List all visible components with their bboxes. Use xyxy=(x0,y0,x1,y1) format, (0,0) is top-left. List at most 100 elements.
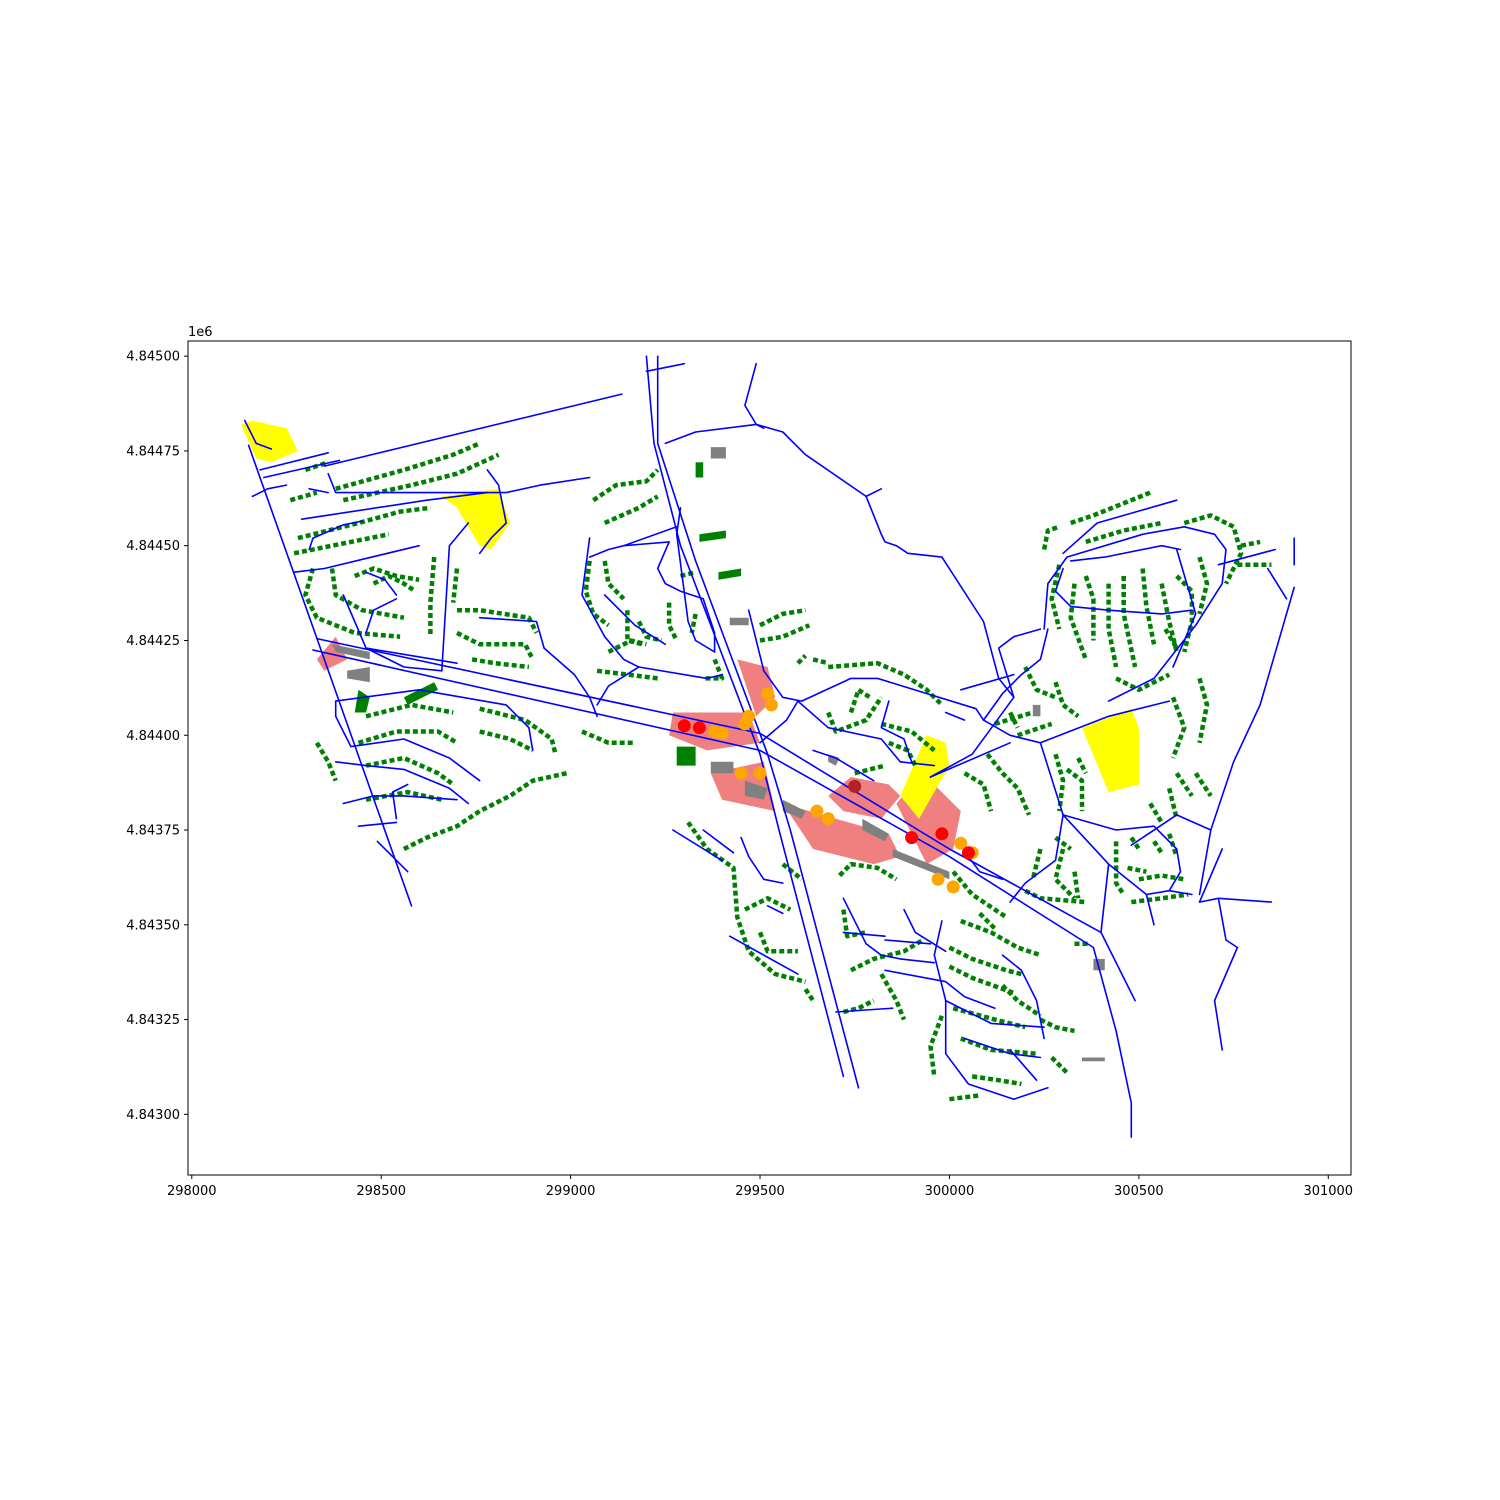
house-row xyxy=(1076,756,1088,775)
road-segment xyxy=(588,541,670,558)
poi-marker xyxy=(692,721,706,735)
house-row xyxy=(757,931,798,954)
house-row xyxy=(1008,711,1020,729)
house-row xyxy=(1115,672,1171,693)
house-row xyxy=(796,654,808,665)
house-row xyxy=(1085,520,1163,545)
large-building xyxy=(354,689,370,713)
road-segment xyxy=(702,829,735,854)
road-segment xyxy=(967,855,1004,881)
house-row xyxy=(666,602,679,642)
house-row xyxy=(1152,840,1164,855)
road-segment xyxy=(247,444,413,907)
road-segment xyxy=(365,597,398,634)
road-segment xyxy=(581,537,640,668)
road-segment xyxy=(334,688,534,752)
road-segment xyxy=(675,506,697,642)
house-row xyxy=(758,607,806,628)
poi-marker xyxy=(742,709,756,723)
y-tick-label: 4.84300 xyxy=(126,1108,180,1123)
house-row xyxy=(450,568,460,603)
poi-marker xyxy=(848,779,862,793)
house-row xyxy=(1183,513,1244,585)
road-segment xyxy=(865,495,943,558)
road-segment xyxy=(744,362,758,426)
poi-marker xyxy=(954,836,968,850)
road-segment xyxy=(747,609,879,702)
road-segment xyxy=(982,628,1049,721)
road-segment xyxy=(300,491,489,521)
house-row xyxy=(1053,753,1066,812)
road-segment xyxy=(293,544,420,574)
road-segment xyxy=(365,571,398,596)
poi-marker xyxy=(821,812,835,826)
road-segment xyxy=(959,673,1015,691)
house-row xyxy=(353,566,420,583)
house-row xyxy=(1069,490,1152,526)
road-segment xyxy=(834,1007,894,1013)
house-row xyxy=(812,657,829,666)
house-row xyxy=(289,490,318,503)
house-row xyxy=(1127,865,1147,874)
house-row xyxy=(329,568,405,620)
road-segment xyxy=(1009,814,1064,903)
house-row xyxy=(303,567,401,639)
poi-marker xyxy=(677,719,691,733)
road-segment xyxy=(1100,863,1110,934)
road-segment xyxy=(944,711,966,721)
other-building xyxy=(710,761,734,774)
y-tick-label: 4.84325 xyxy=(126,1013,180,1028)
road-segment xyxy=(645,362,686,373)
house-row xyxy=(1065,767,1085,812)
road-segment xyxy=(842,897,936,964)
other-building xyxy=(862,818,889,842)
other-building xyxy=(1032,704,1041,717)
road-segment xyxy=(944,999,1045,1028)
poi-marker xyxy=(946,880,960,894)
x-tick-label: 299500 xyxy=(735,1184,785,1199)
house-row xyxy=(1131,892,1189,905)
poi-marker xyxy=(935,827,949,841)
house-row xyxy=(928,1015,945,1077)
x-tick-label: 301000 xyxy=(1303,1184,1353,1199)
road-layer xyxy=(244,355,1295,1138)
road-segment xyxy=(797,700,902,763)
house-row xyxy=(607,638,647,654)
x-tick-label: 298500 xyxy=(356,1184,406,1199)
road-segment xyxy=(740,836,784,884)
house-row xyxy=(583,560,610,628)
road-segment xyxy=(1172,548,1197,668)
road-segment xyxy=(1107,533,1227,702)
house-row xyxy=(686,821,807,984)
poi-marker xyxy=(764,698,778,712)
house-row xyxy=(1170,696,1187,759)
poi-marker xyxy=(753,766,767,780)
road-segment xyxy=(342,795,458,805)
y-tick-label: 4.84375 xyxy=(126,824,180,839)
road-segment xyxy=(365,647,443,672)
park-layer xyxy=(241,420,1139,819)
road-segment xyxy=(1001,954,1045,1040)
house-row xyxy=(365,755,455,787)
large-building xyxy=(695,462,704,478)
house-row xyxy=(1175,574,1195,653)
house-row xyxy=(372,573,417,594)
house-row xyxy=(455,630,535,661)
road-segment xyxy=(1153,825,1182,892)
house-row xyxy=(971,1074,1022,1087)
house-row xyxy=(1167,787,1179,820)
road-segment xyxy=(391,783,409,820)
road-segment xyxy=(876,677,985,721)
road-segment xyxy=(766,904,784,915)
road-segment xyxy=(1266,567,1288,600)
road-segment xyxy=(963,1037,1042,1059)
road-segment xyxy=(1069,544,1182,562)
house-row xyxy=(679,570,697,579)
road-segment xyxy=(312,649,1133,1138)
x-tick-label: 299000 xyxy=(546,1184,596,1199)
house-row xyxy=(849,938,925,973)
other-building xyxy=(710,447,726,459)
house-row xyxy=(826,696,884,734)
house-row xyxy=(1240,539,1261,548)
